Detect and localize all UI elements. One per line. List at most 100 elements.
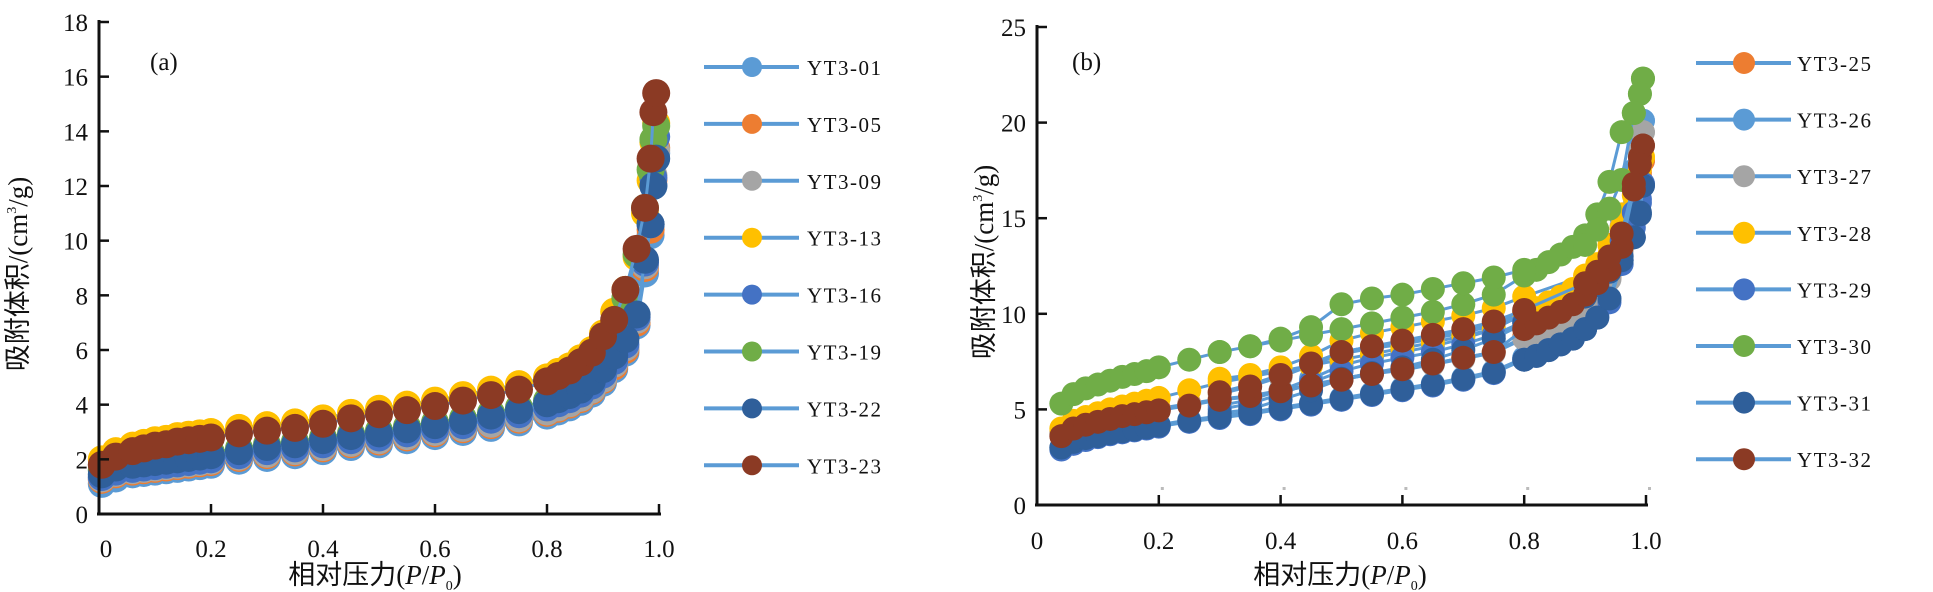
legend-marker-icon — [1733, 391, 1755, 414]
legend-marker-icon — [1733, 448, 1755, 471]
y-title-sup: 3 — [971, 195, 986, 202]
data-point-desorption — [1609, 221, 1634, 246]
data-point-desorption — [1420, 322, 1445, 347]
data-point-desorption — [1390, 282, 1415, 307]
legend-marker-icon — [1733, 108, 1755, 131]
legend-marker-icon — [1733, 335, 1755, 357]
legend-item: YT3-28 — [1696, 221, 1871, 246]
y-title-main: 吸附体积/(cm — [969, 202, 999, 359]
legend-item: YT3-22 — [704, 397, 881, 421]
data-point-desorption — [1627, 200, 1652, 225]
y-tick-label: 18 — [63, 10, 88, 37]
data-point-desorption — [1481, 265, 1506, 290]
data-point-desorption — [1420, 276, 1445, 301]
legend-label: YT3-13 — [807, 227, 883, 251]
data-point-adsorption — [1585, 305, 1610, 330]
legend-label: YT3-23 — [807, 454, 883, 478]
legend-marker-icon — [1733, 278, 1755, 301]
x-tick-label: 0.6 — [419, 536, 450, 563]
y-title-sup: 3 — [5, 207, 20, 214]
data-point — [253, 416, 281, 445]
data-point-adsorption — [1177, 393, 1202, 418]
data-point — [197, 423, 225, 452]
x-tick-label: 0.6 — [1387, 528, 1418, 555]
legend-item: YT3-32 — [1696, 448, 1871, 472]
x-tick-label: 0.2 — [1143, 528, 1174, 555]
data-point-adsorption — [1359, 382, 1384, 407]
x-title-sub: 0 — [446, 579, 453, 592]
legend-item: YT3-26 — [1696, 108, 1873, 133]
data-point-desorption — [1627, 81, 1652, 106]
legend-item: YT3-25 — [1696, 52, 1873, 76]
x-tick-label: 0.4 — [307, 536, 339, 563]
panel-a-chart: 0 2 4 6 8 10 12 14 16 18 0 0.2 0.4 0.6 0.8 1.0 (a) 相对压… — [3, 10, 883, 592]
data-point-adsorption — [1390, 357, 1415, 382]
legend-item: YT3-16 — [704, 284, 881, 308]
data-point-desorption — [1299, 315, 1324, 340]
data-point-adsorption — [1609, 120, 1634, 145]
data-point-adsorption — [1329, 386, 1354, 411]
legend-label: YT3-26 — [1797, 109, 1873, 133]
x-title-slash: / — [1387, 560, 1395, 590]
data-point — [337, 404, 365, 433]
data-point — [421, 392, 449, 421]
series-line — [1060, 131, 1645, 436]
legend-label: YT3-05 — [807, 113, 883, 137]
legend-item: YT3-29 — [1696, 278, 1873, 302]
x-tick-label: 0.2 — [195, 536, 226, 563]
x-title-p0: P — [428, 560, 446, 590]
legend-marker-icon — [742, 227, 762, 248]
legend-item: YT3-30 — [1696, 335, 1871, 359]
x-tick-dot — [1282, 487, 1286, 490]
data-point-desorption — [1451, 317, 1476, 342]
data-point-desorption — [1238, 374, 1263, 399]
data-point-desorption — [1630, 133, 1655, 158]
legend-item: YT3-13 — [704, 227, 883, 251]
y-tick-label: 25 — [1001, 15, 1026, 42]
data-point-adsorption — [1420, 299, 1445, 324]
panel-a-x-ticks: 0 0.2 0.4 0.6 0.8 1.0 — [100, 504, 675, 563]
data-point-desorption — [1597, 196, 1622, 221]
data-point-adsorption — [1481, 282, 1506, 307]
legend-label: YT3-31 — [1797, 392, 1873, 416]
data-point-desorption — [1512, 297, 1537, 322]
panel-b-x-axis-title: 相对压力(P/P0) — [1253, 560, 1427, 592]
y-tick-label: 6 — [76, 338, 89, 365]
y-tick-label: 15 — [1001, 206, 1026, 233]
panel-a-label: (a) — [150, 49, 178, 76]
data-point — [281, 413, 309, 442]
data-point-desorption — [1621, 101, 1646, 126]
legend-label: YT3-27 — [1797, 165, 1873, 189]
data-point-adsorption — [1390, 305, 1415, 330]
legend-label: YT3-29 — [1797, 278, 1873, 302]
legend-label: YT3-25 — [1797, 52, 1873, 76]
x-tick-label: 0.8 — [531, 536, 562, 563]
data-point — [636, 144, 665, 173]
panel-b-label: (b) — [1072, 49, 1101, 76]
data-point-desorption — [1329, 340, 1354, 365]
data-point — [225, 419, 253, 448]
panel-a-y-ticks: 0 2 4 6 8 10 12 14 16 18 — [63, 10, 109, 529]
data-point-adsorption — [1177, 347, 1202, 372]
data-point-desorption — [1268, 362, 1293, 387]
data-point-adsorption — [1146, 398, 1171, 423]
x-title-p: P — [404, 560, 422, 590]
panel-a-legend: YT3-01 YT3-05 YT3-09 YT3-13 YT3-16 YT3-19 YT3-… — [704, 56, 883, 478]
data-point-desorption — [1390, 328, 1415, 353]
data-point — [393, 396, 421, 425]
data-point — [622, 300, 651, 329]
panel-b-x-ticks: 0 0.2 0.4 0.6 0.8 1.0 — [1031, 487, 1662, 555]
x-tick-dot — [1526, 487, 1530, 490]
x-title-main: 相对压力( — [1253, 560, 1370, 590]
data-point-adsorption — [1299, 373, 1324, 398]
legend-marker-icon — [742, 113, 762, 134]
data-point — [449, 407, 477, 436]
data-point — [611, 275, 640, 304]
x-tick-label: 0.4 — [1265, 528, 1297, 555]
data-point-desorption — [1207, 340, 1232, 365]
data-point-adsorption — [1451, 366, 1476, 391]
data-point — [622, 234, 651, 263]
y-tick-label: 12 — [63, 174, 88, 201]
data-point — [631, 193, 659, 222]
